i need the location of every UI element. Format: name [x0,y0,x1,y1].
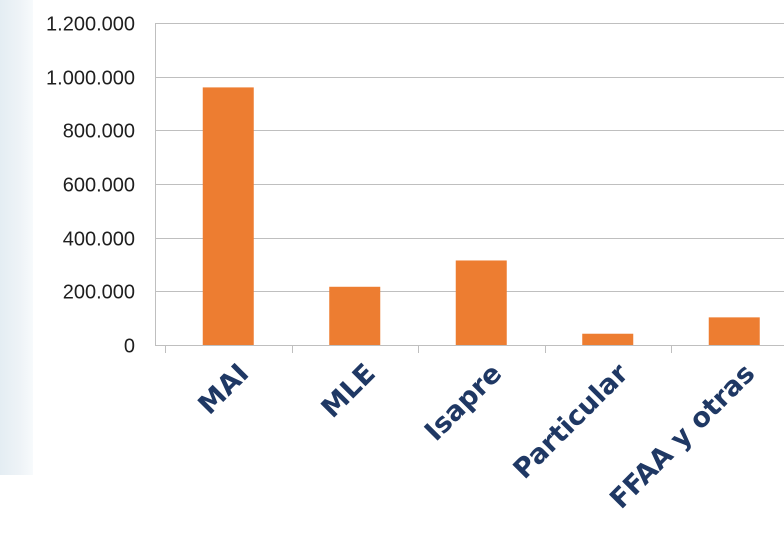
bar-mle [329,286,381,345]
y-tick-label: 1.200.000 [46,14,135,36]
x-category-label: MLE [316,358,382,424]
bar-mai [202,87,254,346]
y-tick-label: 200.000 [63,282,135,304]
bar-ffaa-y-otras [708,317,760,345]
background-panel [0,0,33,475]
y-tick-label: 0 [124,336,135,358]
x-axis [155,23,784,353]
y-tick-label: 600.000 [63,175,135,197]
gridlines [155,23,784,292]
x-category-label: Particular [508,358,636,486]
y-axis-tick-labels: 0 200.000 400.000 600.000 800.000 1.000.000 1.… [46,14,135,358]
y-tick-label: 1.000.000 [46,68,135,90]
bars [202,87,760,346]
x-category-label: Isapre [419,358,508,447]
y-tick-label: 800.000 [63,121,135,143]
bar-isapre [455,260,507,345]
bar-particular [582,333,634,345]
x-category-label: MAI [192,358,255,421]
y-tick-label: 400.000 [63,229,135,251]
